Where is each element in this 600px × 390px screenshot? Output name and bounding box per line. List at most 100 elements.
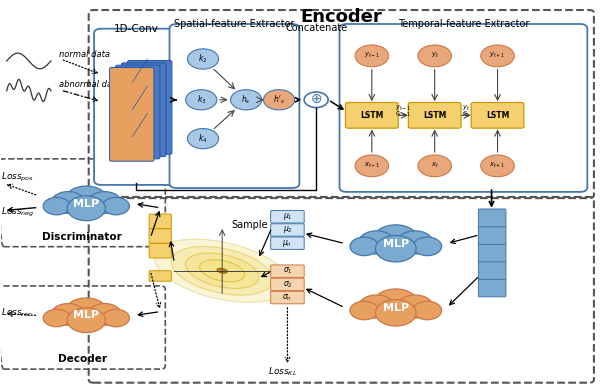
Text: $Loss_{neg}$: $Loss_{neg}$: [1, 206, 34, 219]
Circle shape: [397, 295, 433, 318]
Text: LSTM: LSTM: [486, 111, 509, 120]
Circle shape: [88, 191, 121, 213]
Ellipse shape: [155, 239, 290, 302]
Circle shape: [67, 196, 106, 221]
FancyBboxPatch shape: [149, 271, 171, 281]
Circle shape: [43, 197, 70, 215]
FancyBboxPatch shape: [149, 229, 171, 243]
Text: MLP: MLP: [73, 199, 100, 209]
Text: Encoder: Encoder: [301, 8, 382, 26]
Ellipse shape: [172, 246, 273, 295]
Text: $h_s$: $h_s$: [241, 94, 251, 106]
Text: $Loss_{rec}$: $Loss_{rec}$: [1, 306, 32, 319]
Circle shape: [413, 301, 442, 320]
Circle shape: [52, 191, 85, 213]
Text: $k_4$: $k_4$: [198, 132, 208, 145]
Text: $y_{t+1}$: $y_{t+1}$: [490, 51, 506, 60]
Text: Temporal-feature Extractor: Temporal-feature Extractor: [398, 19, 529, 29]
Text: $y_{t-1}$: $y_{t-1}$: [364, 51, 380, 60]
Circle shape: [43, 309, 70, 327]
Text: abnormal data: abnormal data: [59, 80, 121, 89]
Ellipse shape: [185, 253, 259, 289]
Circle shape: [187, 49, 218, 69]
Circle shape: [359, 295, 394, 318]
Circle shape: [373, 225, 418, 254]
FancyBboxPatch shape: [340, 24, 587, 192]
Text: $\oplus$: $\oplus$: [310, 92, 322, 106]
Circle shape: [304, 92, 328, 108]
FancyBboxPatch shape: [346, 103, 398, 128]
FancyBboxPatch shape: [94, 29, 177, 185]
Text: LSTM: LSTM: [360, 111, 383, 120]
Circle shape: [350, 237, 379, 255]
Text: $Loss_{pos}$: $Loss_{pos}$: [1, 171, 34, 184]
FancyBboxPatch shape: [271, 265, 304, 277]
FancyBboxPatch shape: [170, 24, 299, 188]
Circle shape: [88, 303, 121, 325]
Circle shape: [373, 289, 418, 318]
Circle shape: [52, 303, 85, 325]
FancyBboxPatch shape: [409, 103, 461, 128]
Circle shape: [67, 308, 106, 333]
FancyBboxPatch shape: [149, 214, 171, 229]
FancyBboxPatch shape: [271, 211, 304, 223]
FancyBboxPatch shape: [122, 63, 166, 156]
FancyBboxPatch shape: [478, 209, 506, 227]
FancyBboxPatch shape: [128, 60, 172, 154]
Circle shape: [103, 309, 130, 327]
Text: LSTM: LSTM: [423, 111, 446, 120]
FancyBboxPatch shape: [149, 244, 171, 258]
Circle shape: [481, 45, 514, 67]
Text: $\sigma_1$: $\sigma_1$: [283, 266, 292, 277]
Circle shape: [65, 186, 107, 213]
Text: MLP: MLP: [383, 303, 409, 313]
Text: normal data: normal data: [59, 50, 110, 59]
Text: $\mu_2$: $\mu_2$: [283, 225, 292, 236]
FancyBboxPatch shape: [271, 224, 304, 236]
Ellipse shape: [217, 268, 227, 273]
Text: Decoder: Decoder: [58, 354, 107, 364]
Text: Spatial-feature Extractor: Spatial-feature Extractor: [174, 19, 295, 29]
FancyBboxPatch shape: [110, 67, 154, 161]
FancyBboxPatch shape: [478, 279, 506, 297]
Text: $h'_s$: $h'_s$: [273, 94, 285, 106]
Text: MLP: MLP: [73, 310, 100, 321]
Circle shape: [355, 155, 389, 177]
Circle shape: [187, 129, 218, 149]
Text: 1D-Conv: 1D-Conv: [113, 24, 158, 34]
Circle shape: [413, 237, 442, 255]
Circle shape: [397, 231, 433, 254]
Circle shape: [376, 300, 416, 326]
FancyBboxPatch shape: [271, 278, 304, 291]
Text: $\mu_1$: $\mu_1$: [283, 211, 292, 222]
Text: $k_2$: $k_2$: [199, 53, 208, 65]
Text: $y_t$: $y_t$: [431, 51, 439, 60]
FancyBboxPatch shape: [271, 291, 304, 304]
Text: $x_{t+1}$: $x_{t+1}$: [490, 161, 506, 170]
FancyBboxPatch shape: [271, 237, 304, 250]
Text: Concatenate: Concatenate: [285, 23, 347, 33]
Circle shape: [481, 155, 514, 177]
Text: $\mu_n$: $\mu_n$: [283, 238, 292, 249]
Text: $\sigma_n$: $\sigma_n$: [283, 292, 292, 303]
Circle shape: [263, 90, 295, 110]
Circle shape: [185, 90, 217, 110]
Circle shape: [418, 45, 451, 67]
Circle shape: [65, 298, 107, 325]
FancyBboxPatch shape: [478, 227, 506, 245]
Text: $x_{t-1}$: $x_{t-1}$: [364, 161, 380, 170]
Circle shape: [103, 197, 130, 215]
FancyBboxPatch shape: [471, 103, 524, 128]
Circle shape: [350, 301, 379, 320]
Text: $y_{t-1}$: $y_{t-1}$: [395, 104, 411, 113]
FancyBboxPatch shape: [478, 261, 506, 279]
Circle shape: [355, 45, 389, 67]
Text: $y_t$: $y_t$: [462, 104, 470, 113]
Circle shape: [418, 155, 451, 177]
Text: $c_t$: $c_t$: [462, 110, 470, 119]
Text: $\sigma_2$: $\sigma_2$: [283, 279, 292, 290]
FancyBboxPatch shape: [116, 65, 160, 159]
Text: MLP: MLP: [383, 239, 409, 248]
Text: $x_t$: $x_t$: [431, 161, 439, 170]
FancyBboxPatch shape: [478, 244, 506, 262]
